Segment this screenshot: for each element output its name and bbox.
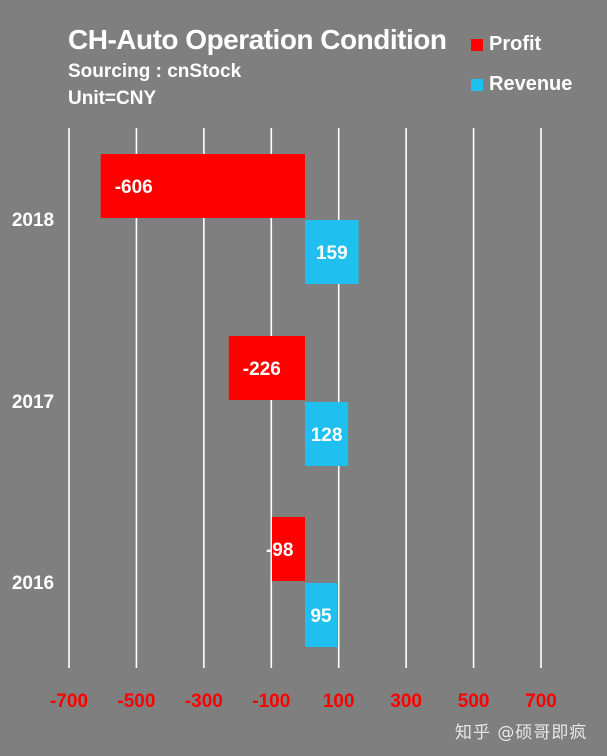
watermark: 知乎 @硕哥即疯: [455, 723, 588, 743]
legend-label-profit: Profit: [489, 33, 542, 55]
x-tick-label-1: -500: [117, 691, 155, 712]
data-label-revenue-2017: 128: [311, 425, 343, 446]
x-tick-label-5: 300: [390, 691, 422, 712]
bar-revenue-2016: [305, 583, 338, 647]
chart-unit-note: Unit=CNY: [68, 88, 157, 109]
legend-swatch-profit: [471, 38, 483, 51]
category-label-2016: 2016: [12, 573, 54, 594]
bar-revenue-2017: [305, 402, 349, 466]
category-label-2017: 2017: [12, 392, 54, 413]
x-tick-label-6: 500: [458, 691, 490, 712]
category-label-2018: 2018: [12, 210, 54, 231]
x-tick-label-3: -100: [252, 691, 290, 712]
bar-revenue-2018: [305, 220, 359, 284]
data-label-profit-2018: -606: [115, 177, 153, 198]
x-tick-label-4: 100: [323, 691, 355, 712]
bar-profit-2016: [271, 517, 305, 581]
chart-title: CH-Auto Operation Condition: [68, 24, 447, 55]
legend-item-revenue: Revenue: [471, 73, 572, 96]
legend-swatch-revenue: [471, 78, 483, 91]
bar-profit-2018: [100, 154, 305, 218]
x-tick-label-0: -700: [50, 691, 88, 712]
legend-label-revenue: Revenue: [489, 73, 573, 95]
bar-profit-2017: [228, 336, 305, 400]
data-label-profit-2017: -226: [243, 359, 281, 380]
x-tick-label-7: 700: [525, 691, 557, 712]
data-label-revenue-2016: 95: [310, 606, 332, 627]
x-tick-label-2: -300: [185, 691, 223, 712]
data-label-revenue-2018: 159: [316, 243, 348, 264]
data-label-profit-2016: -98: [266, 540, 293, 561]
chart-source-note: Sourcing : cnStock: [68, 61, 242, 82]
legend-item-profit: Profit: [471, 33, 541, 56]
